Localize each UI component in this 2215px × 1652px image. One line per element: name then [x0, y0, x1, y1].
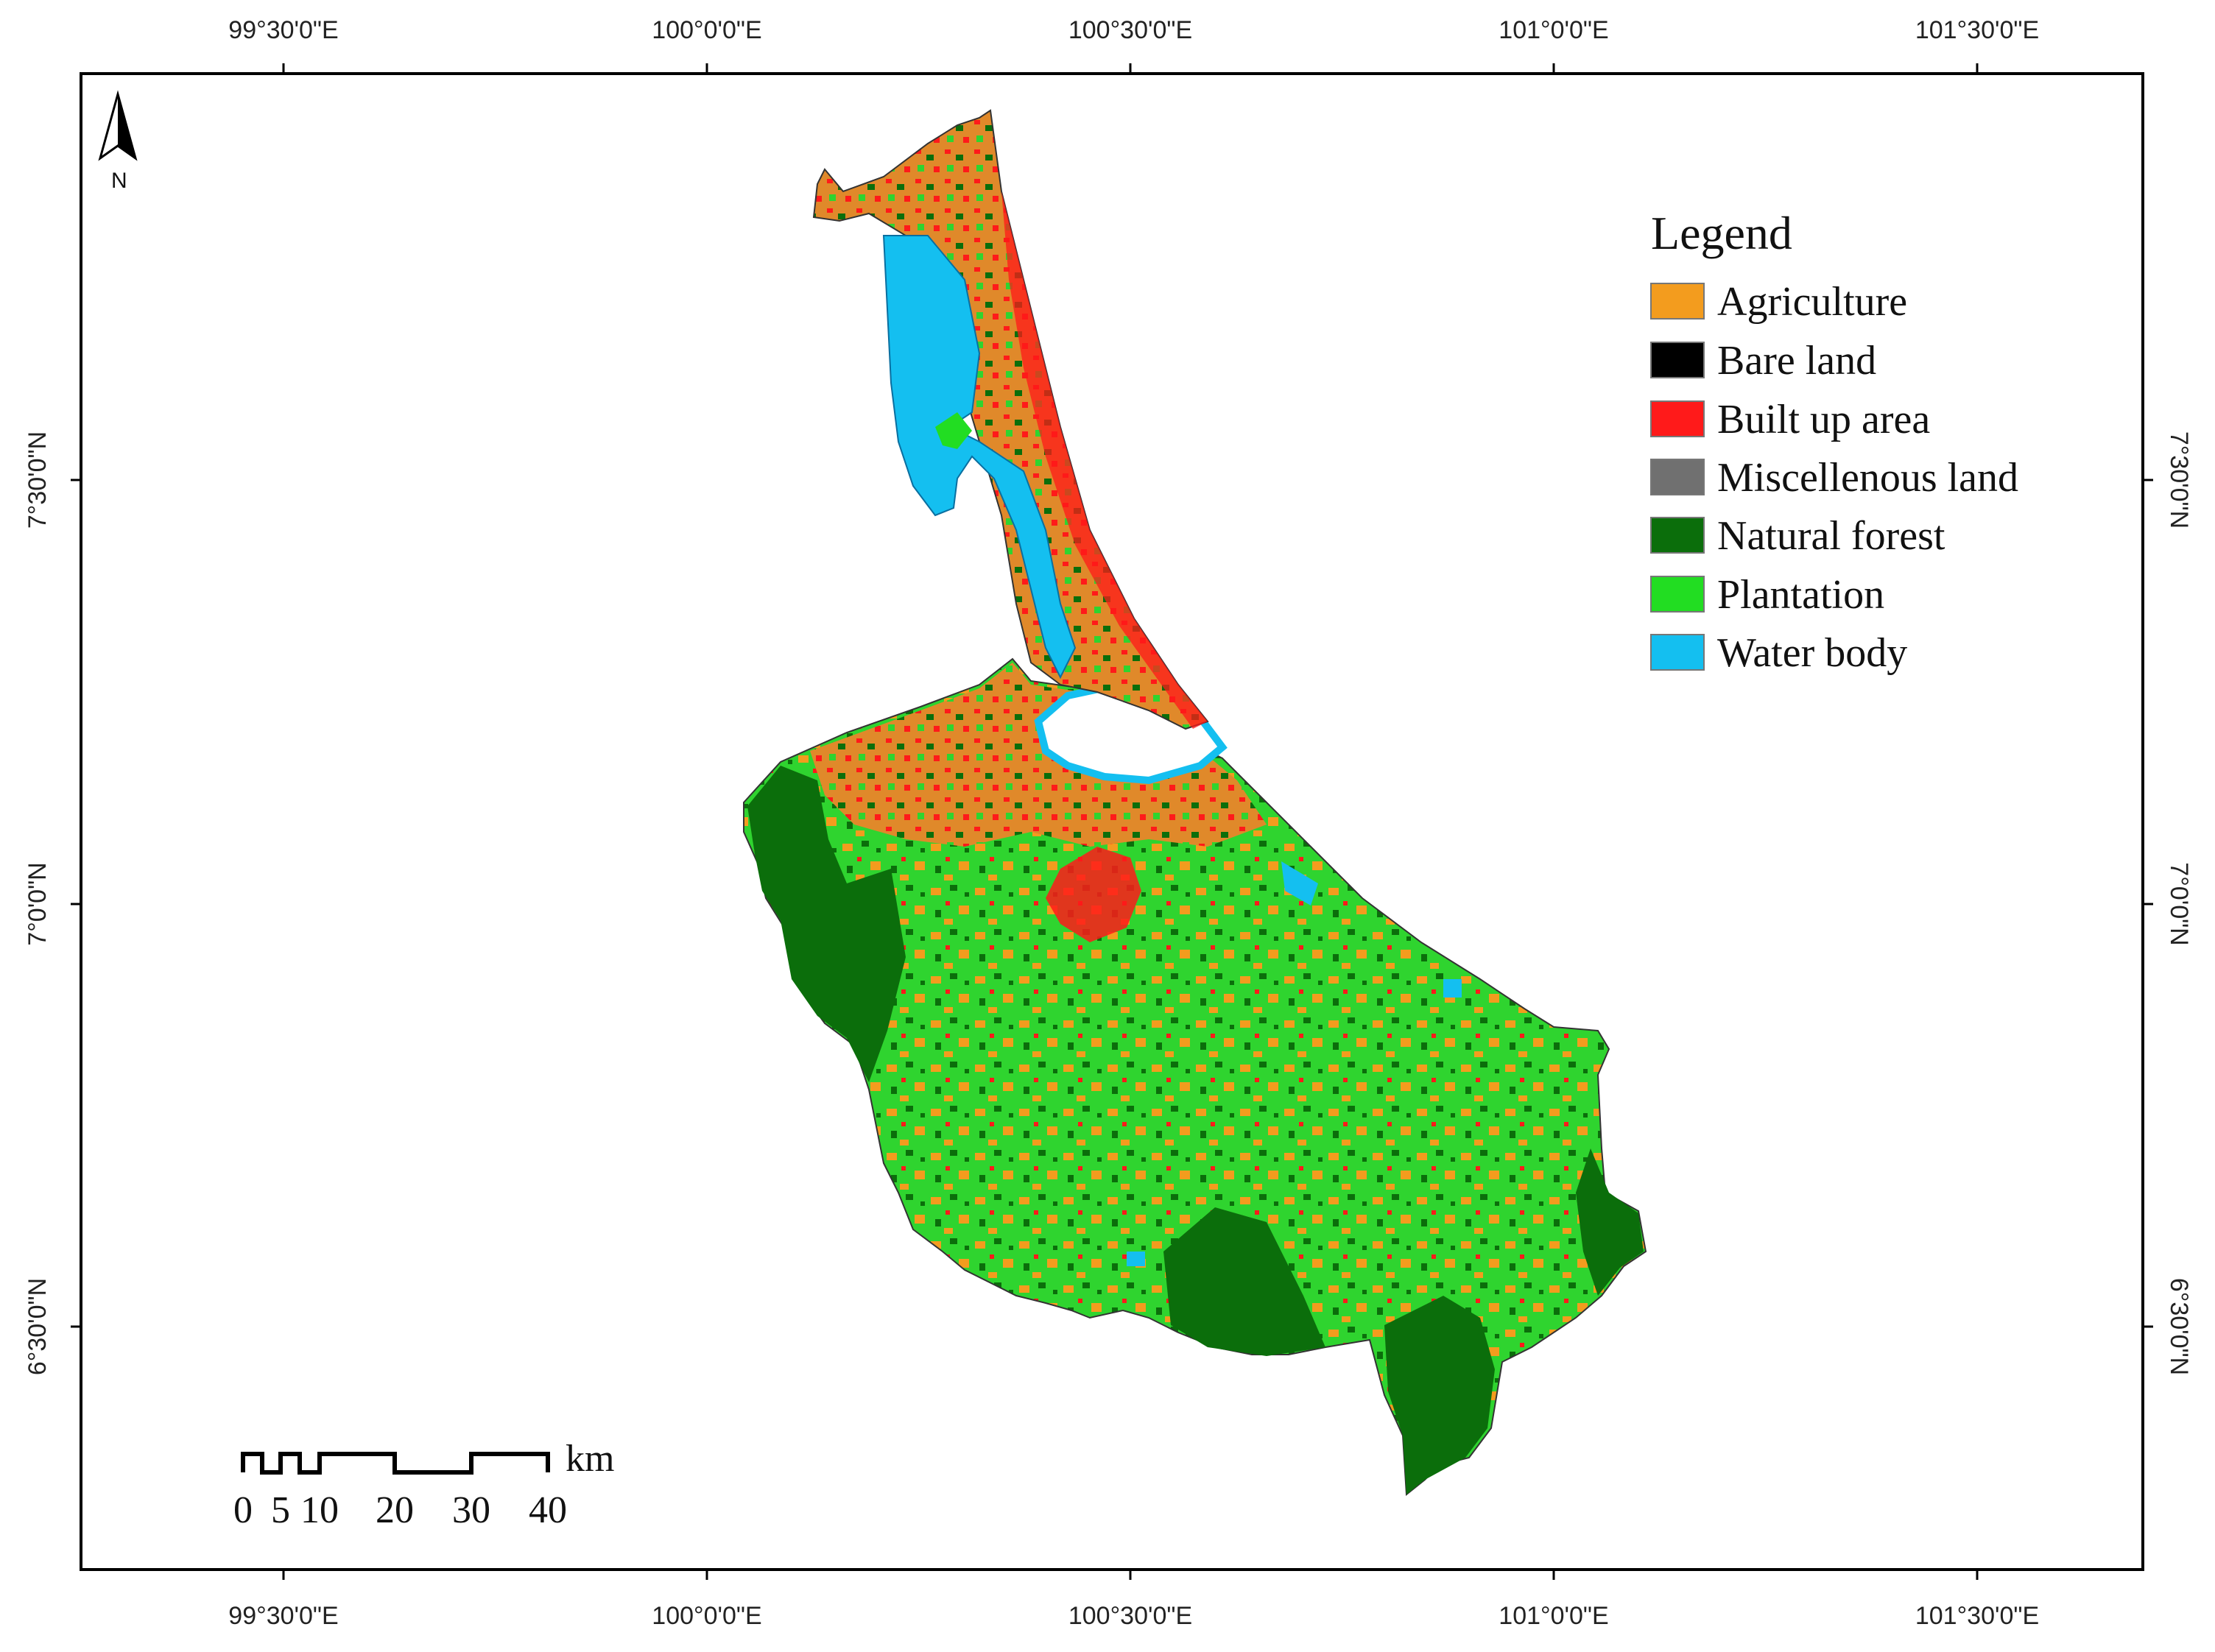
- scale-bar-unit: km: [566, 1438, 614, 1480]
- lon-labels-top: 99°30'0"E 100°0'0"E 100°30'0"E 101°0'0"E…: [228, 16, 2039, 44]
- forest-south: [1163, 1207, 1325, 1356]
- lon-label-top-3: 100°30'0"E: [1068, 16, 1192, 44]
- agriculture-band: [810, 663, 1267, 847]
- legend-label-built-up-area: Built up area: [1717, 397, 1930, 442]
- lon-label-bottom-1: 99°30'0"E: [228, 1602, 338, 1630]
- lon-label-top-4: 101°0'0"E: [1499, 16, 1608, 44]
- lat-ticks: [71, 479, 2153, 1328]
- land-use-region: [743, 109, 1647, 1496]
- forest-southeast: [1384, 1296, 1495, 1494]
- legend-label-bare-land: Bare land: [1717, 338, 1876, 384]
- legend-item-miscellenous-land: Miscellenous land: [1650, 455, 2018, 501]
- water-small-2: [1127, 1252, 1145, 1266]
- lon-label-bottom-5: 101°30'0"E: [1915, 1602, 2039, 1630]
- forest-west: [747, 766, 906, 1082]
- lat-labels-left: 7°30'0"N 7°0'0"N 6°30'0"N: [24, 431, 52, 1375]
- legend-label-plantation: Plantation: [1717, 572, 1884, 618]
- scale-tick-0: 0: [233, 1489, 253, 1531]
- legend-label-natural-forest: Natural forest: [1717, 513, 1945, 559]
- forest-east-edge: [1576, 1148, 1644, 1296]
- lon-label-bottom-4: 101°0'0"E: [1499, 1602, 1608, 1630]
- legend-item-built-up-area: Built up area: [1650, 397, 1930, 442]
- lon-ticks-bottom: [282, 1570, 1979, 1580]
- scale-bar: km 0 5 10 20 30 40: [233, 1438, 614, 1531]
- legend-swatch-natural-forest: [1650, 517, 1705, 554]
- lon-labels-bottom: 99°30'0"E 100°0'0"E 100°30'0"E 101°0'0"E…: [228, 1602, 2039, 1630]
- legend-label-water-body: Water body: [1717, 630, 1907, 676]
- built-up-city: [1046, 847, 1141, 942]
- legend-item-bare-land: Bare land: [1650, 338, 1876, 384]
- scale-tick-40: 40: [529, 1489, 567, 1531]
- legend-swatch-built-up-area: [1650, 400, 1705, 437]
- lagoon-island: [935, 412, 972, 449]
- legend-swatch-plantation: [1650, 576, 1705, 613]
- legend-swatch-water-body: [1650, 634, 1705, 671]
- lat-label-left-3: 6°30'0"N: [24, 1278, 52, 1375]
- north-label: N: [111, 169, 127, 193]
- lat-label-left-1: 7°30'0"N: [24, 431, 52, 529]
- lon-label-bottom-3: 100°30'0"E: [1068, 1602, 1192, 1630]
- water-small-1: [1443, 979, 1462, 998]
- lat-label-right-1: 7°30'0"N: [2165, 431, 2193, 529]
- lon-label-top-5: 101°30'0"E: [1915, 16, 2039, 44]
- scale-bar-line: [241, 1452, 550, 1475]
- legend-item-water-body: Water body: [1650, 630, 1907, 676]
- legend-title: Legend: [1651, 207, 1792, 259]
- scale-tick-10: 10: [300, 1489, 339, 1531]
- north-arrow-icon: N: [98, 90, 138, 193]
- lat-label-right-2: 7°0'0"N: [2165, 862, 2193, 945]
- legend-label-miscellenous-land: Miscellenous land: [1717, 455, 2018, 501]
- legend-label-agriculture: Agriculture: [1717, 279, 1907, 325]
- lon-ticks-top: [282, 63, 1979, 74]
- scale-tick-30: 30: [452, 1489, 490, 1531]
- scale-tick-20: 20: [376, 1489, 414, 1531]
- legend-swatch-bare-land: [1650, 342, 1705, 378]
- legend-swatch-agriculture: [1650, 283, 1705, 320]
- lat-label-left-2: 7°0'0"N: [24, 862, 52, 945]
- legend-item-agriculture: Agriculture: [1650, 279, 1907, 325]
- legend-item-natural-forest: Natural forest: [1650, 513, 1945, 559]
- lon-label-top-2: 100°0'0"E: [652, 16, 761, 44]
- lat-labels-right: 7°30'0"N 7°0'0"N 6°30'0"N: [2165, 431, 2193, 1375]
- lon-label-bottom-2: 100°0'0"E: [652, 1602, 761, 1630]
- legend: Legend Agriculture Bare land Built up ar…: [1650, 207, 2018, 676]
- lagoon-water: [882, 235, 1077, 679]
- lon-label-top-1: 99°30'0"E: [228, 16, 338, 44]
- lat-label-right-3: 6°30'0"N: [2165, 1278, 2193, 1375]
- legend-item-plantation: Plantation: [1650, 572, 1884, 618]
- legend-swatch-miscellenous-land: [1650, 459, 1705, 495]
- scale-tick-5: 5: [271, 1489, 290, 1531]
- coastal-water: [1281, 861, 1318, 906]
